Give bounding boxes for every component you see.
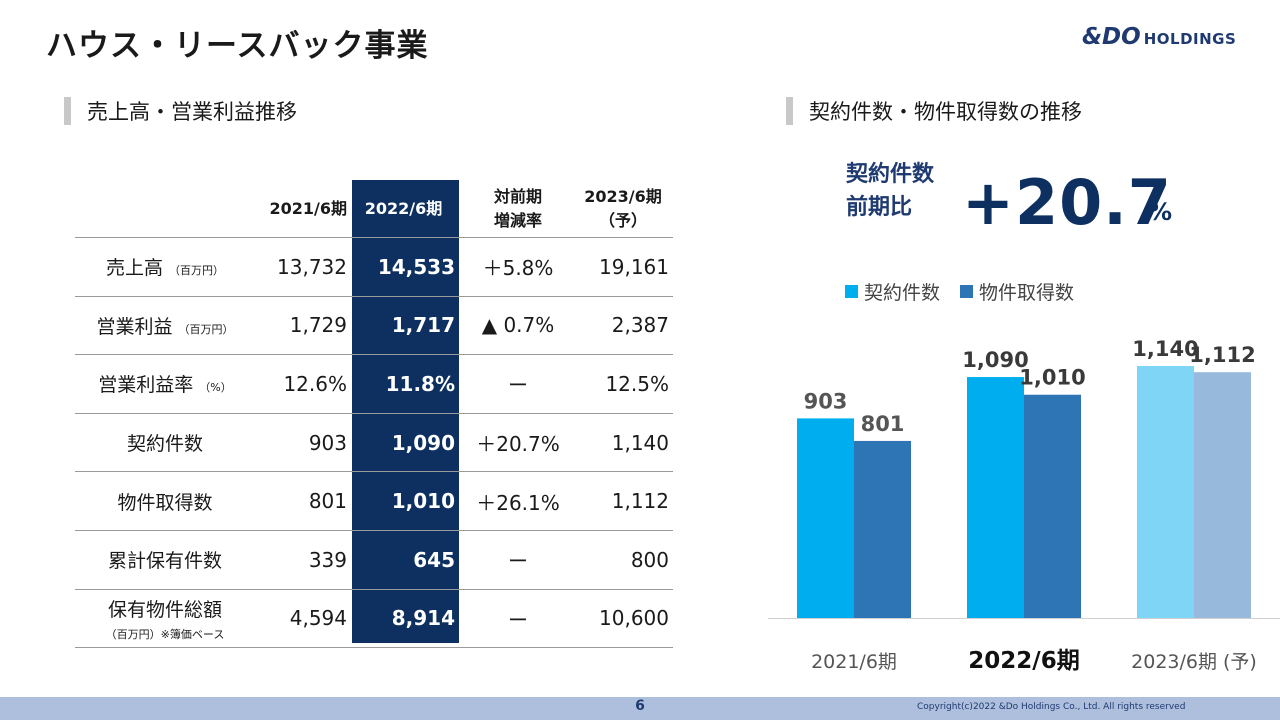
cell-2023: 2,387 bbox=[611, 313, 669, 338]
col-2021: 2021/6期 bbox=[269, 198, 347, 218]
kpi-label-line2: 前期比 bbox=[846, 195, 913, 220]
heading-bar bbox=[64, 97, 71, 125]
cell-yoy: ＋20.7% bbox=[476, 432, 560, 457]
footer-bar: 6 Copyright(c)2022 &Do Holdings Co., Ltd… bbox=[0, 697, 1280, 720]
cell-2023: 800 bbox=[630, 547, 669, 572]
table-row: 営業利益率 （%） 12.6% 11.8% ー 12.5% bbox=[75, 354, 673, 413]
x-tick-label: 2023/6期 (予) bbox=[1131, 651, 1257, 673]
cell-2023: 1,140 bbox=[611, 430, 669, 455]
row-label: 契約件数 bbox=[126, 433, 203, 456]
bar-contracts-1 bbox=[967, 377, 1024, 618]
cell-yoy: ー bbox=[508, 549, 528, 574]
bar-acquisitions-1 bbox=[1024, 394, 1081, 618]
bar-label: 1,090 bbox=[962, 348, 1028, 372]
cell-2022: 1,717 bbox=[391, 313, 455, 338]
bar-label: 1,010 bbox=[1019, 366, 1085, 390]
cell-yoy: ー bbox=[508, 607, 528, 632]
table-row: 保有物件総額 （百万円）※簿価ベース 4,594 8,914 ー 10,600 bbox=[75, 588, 673, 649]
logo-sub: HOLDINGS bbox=[1143, 30, 1237, 48]
legend-item-acquisitions: 物件取得数 bbox=[960, 278, 1074, 305]
cell-2023: 19,161 bbox=[599, 254, 669, 279]
financial-table: 2021/6期 2022/6期 対前期 増減率 2023/6期 （予） 売上高（… bbox=[75, 180, 673, 649]
cell-yoy: ー bbox=[508, 373, 528, 398]
kpi-label: 契約件数 前期比 bbox=[846, 158, 934, 224]
left-section-heading: 売上高・営業利益推移 bbox=[64, 96, 297, 126]
table-header: 2021/6期 2022/6期 対前期 増減率 2023/6期 （予） bbox=[75, 180, 673, 237]
legend-item-contracts: 契約件数 bbox=[845, 278, 940, 305]
bar-label: 801 bbox=[861, 412, 905, 436]
x-tick-label: 2022/6期 bbox=[968, 648, 1079, 674]
cell-2022: 8,914 bbox=[391, 606, 455, 631]
kpi-unit: % bbox=[1148, 198, 1173, 226]
cell-2022: 1,090 bbox=[391, 430, 455, 455]
cell-2022: 14,533 bbox=[377, 254, 455, 279]
row-label: 営業利益率 （%） bbox=[98, 374, 232, 397]
left-heading-text: 売上高・営業利益推移 bbox=[87, 100, 297, 124]
cell-2022: 11.8% bbox=[385, 371, 455, 396]
page-number: 6 bbox=[635, 698, 645, 714]
cell-2021: 801 bbox=[308, 489, 347, 514]
cell-yoy: ▲ 0.7% bbox=[481, 313, 555, 338]
logo-main: &DO bbox=[1082, 24, 1141, 50]
table-row: 売上高 （百万円） 13,732 14,533 ＋5.8% 19,161 bbox=[75, 237, 673, 296]
col-yoy: 対前期 増減率 bbox=[493, 187, 542, 230]
bar-contracts-0 bbox=[797, 418, 854, 618]
cell-2021: 339 bbox=[308, 547, 347, 572]
row-label: 営業利益 （百万円） bbox=[96, 315, 234, 338]
col-2022: 2022/6期 bbox=[364, 198, 443, 218]
bar-contracts-2 bbox=[1137, 366, 1194, 618]
bar-label: 903 bbox=[804, 389, 848, 413]
heading-bar bbox=[786, 97, 793, 125]
bar-label: 1,140 bbox=[1132, 337, 1198, 361]
cell-2022: 645 bbox=[413, 547, 455, 572]
cell-2021: 903 bbox=[308, 430, 347, 455]
copyright: Copyright(c)2022 &Do Holdings Co., Ltd. … bbox=[917, 702, 1186, 712]
bar-label: 1,112 bbox=[1189, 343, 1255, 367]
row-label: 物件取得数 bbox=[117, 491, 213, 514]
cell-2023: 1,112 bbox=[611, 489, 669, 514]
row-label: 売上高 （百万円） bbox=[105, 257, 224, 280]
chart-legend: 契約件数 物件取得数 bbox=[845, 278, 1094, 305]
highlight-column-bg bbox=[352, 180, 459, 643]
kpi-label-line1: 契約件数 bbox=[846, 162, 935, 187]
table-row: 契約件数 903 1,090 ＋20.7% 1,140 bbox=[75, 412, 673, 472]
bar-acquisitions-2 bbox=[1194, 372, 1251, 618]
right-heading-text: 契約件数・物件取得数の推移 bbox=[809, 100, 1082, 124]
table-row: 物件取得数 801 1,010 ＋26.1% 1,112 bbox=[75, 471, 673, 530]
bar-acquisitions-0 bbox=[854, 440, 911, 618]
table-row: 営業利益 （百万円） 1,729 1,717 ▲ 0.7% 2,387 bbox=[75, 295, 673, 355]
cell-2023: 10,600 bbox=[599, 606, 669, 631]
legend-swatch-contracts bbox=[845, 285, 858, 298]
x-tick-label: 2021/6期 bbox=[811, 651, 897, 673]
cell-2021: 12.6% bbox=[283, 371, 347, 396]
cell-yoy: ＋5.8% bbox=[482, 256, 554, 281]
cell-yoy: ＋26.1% bbox=[476, 490, 560, 515]
cell-2021: 13,732 bbox=[277, 254, 347, 279]
page-title: ハウス・リースバック事業 bbox=[46, 28, 429, 64]
right-section-heading: 契約件数・物件取得数の推移 bbox=[786, 96, 1082, 126]
cell-2021: 1,729 bbox=[289, 313, 347, 338]
row-label: 保有物件総額 （百万円）※簿価ベース bbox=[105, 598, 225, 641]
cell-2023: 12.5% bbox=[605, 371, 669, 396]
cell-2022: 1,010 bbox=[391, 489, 455, 514]
table-row: 累計保有件数 339 645 ー 800 bbox=[75, 529, 673, 589]
row-label: 累計保有件数 bbox=[107, 550, 222, 573]
cell-2021: 4,594 bbox=[289, 606, 347, 631]
kpi-value: +20.7 bbox=[962, 166, 1172, 239]
table-body: 売上高 （百万円） 13,732 14,533 ＋5.8% 19,161 営業利益 （百万円）… bbox=[75, 237, 673, 649]
legend-swatch-acquisitions bbox=[960, 285, 974, 298]
company-logo: &DO HOLDINGS bbox=[1082, 24, 1236, 50]
col-2023: 2023/6期 （予） bbox=[584, 187, 662, 230]
